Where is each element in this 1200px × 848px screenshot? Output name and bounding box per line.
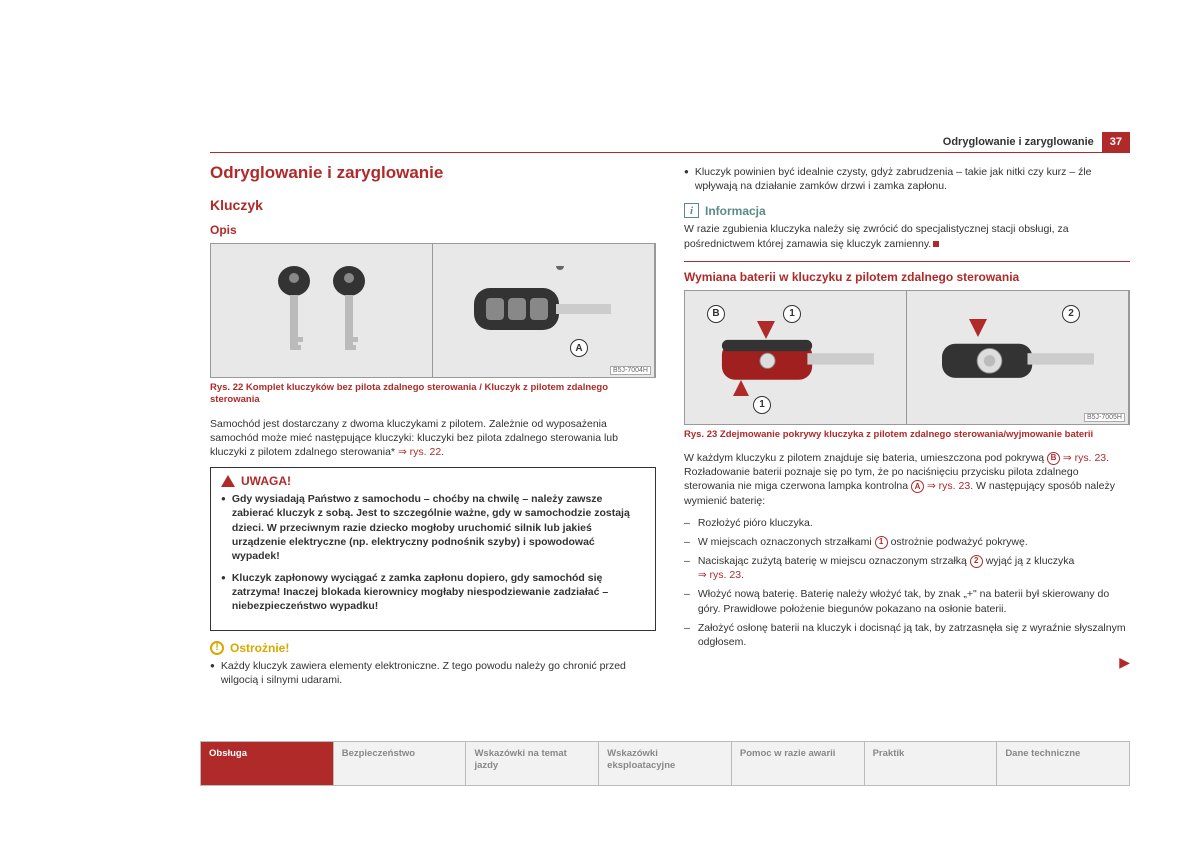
ref-rys22: ⇒ rys. 22 bbox=[398, 446, 441, 458]
ref-rys23: ⇒ rys. 23 bbox=[1063, 452, 1106, 464]
top-bullet: Kluczyk powinien być idealnie czysty, gd… bbox=[684, 165, 1130, 193]
steps-list: –Rozłożyć pióro kluczyka. –W miejscach o… bbox=[684, 516, 1130, 649]
heading-opis: Opis bbox=[210, 223, 656, 237]
figure-22-caption: Rys. 22 Komplet kluczyków bez pilota zda… bbox=[210, 382, 656, 407]
info-text: W razie zgubienia kluczyka należy się zw… bbox=[684, 222, 1130, 250]
heading-battery: Wymiana baterii w kluczyku z pilotem zda… bbox=[684, 270, 1130, 284]
callout-b: B bbox=[707, 305, 725, 323]
caution-icon: ! bbox=[210, 641, 224, 655]
warning-label: UWAGA! bbox=[241, 474, 291, 488]
warning-box: UWAGA! Gdy wysiadają Państwo z samochodu… bbox=[210, 467, 656, 630]
info-icon: i bbox=[684, 203, 699, 218]
callout-1: 1 bbox=[783, 305, 801, 323]
figure-code: B5J-7004H bbox=[610, 366, 651, 375]
figure-22: A B5J-7004H bbox=[210, 243, 656, 378]
key-icon bbox=[267, 263, 322, 358]
battery-paragraph: W każdym kluczyku z pilotem znajduje się… bbox=[684, 451, 1130, 508]
ref-a: A bbox=[911, 480, 924, 493]
nav-tab-praktik[interactable]: Praktik bbox=[865, 742, 998, 785]
step-3: Naciskając zużytą baterię w miejscu ozna… bbox=[698, 554, 1075, 582]
nav-tab-pomoc[interactable]: Pomoc w razie awarii bbox=[732, 742, 865, 785]
page-number: 37 bbox=[1102, 132, 1130, 152]
nav-tab-dane[interactable]: Dane techniczne bbox=[997, 742, 1129, 785]
right-column: Kluczyk powinien być idealnie czysty, gd… bbox=[684, 163, 1130, 691]
intro-paragraph: Samochód jest dostarczany z dwoma kluczy… bbox=[210, 417, 656, 460]
heading-kluczyk: Kluczyk bbox=[210, 197, 656, 213]
warning-text-2: Kluczyk zapłonowy wyciągać z zamka zapło… bbox=[232, 571, 645, 614]
nav-tab-bezpieczenstwo[interactable]: Bezpieczeństwo bbox=[334, 742, 467, 785]
end-marker-icon bbox=[933, 241, 939, 247]
page-title: Odryglowanie i zaryglowanie bbox=[210, 163, 656, 183]
figure-23-caption: Rys. 23 Zdejmowanie pokrywy kluczyka z p… bbox=[684, 429, 1130, 441]
info-label: Informacja bbox=[705, 204, 766, 218]
continue-arrow-icon: ▶ bbox=[684, 654, 1130, 671]
warning-text-1: Gdy wysiadają Państwo z samochodu – choć… bbox=[232, 492, 645, 563]
figure-code: B5J-7005H bbox=[1084, 413, 1125, 422]
caution-text: Każdy kluczyk zawiera elementy elektroni… bbox=[210, 659, 656, 687]
arrow-icon bbox=[969, 319, 987, 337]
left-column: Odryglowanie i zaryglowanie Kluczyk Opis bbox=[210, 163, 656, 691]
arrow-icon bbox=[757, 321, 775, 339]
warning-icon bbox=[221, 475, 235, 487]
ref-rys23b: ⇒ rys. 23 bbox=[927, 480, 970, 492]
step-1: Rozłożyć pióro kluczyka. bbox=[698, 516, 813, 530]
header-section: Odryglowanie i zaryglowanie bbox=[943, 136, 1102, 148]
figure-23: B 1 1 2 B5J-7005H bbox=[684, 290, 1130, 425]
bottom-nav: Obsługa Bezpieczeństwo Wskazówki na tema… bbox=[200, 741, 1130, 786]
callout-2: 2 bbox=[1062, 305, 1080, 323]
callout-1b: 1 bbox=[753, 396, 771, 414]
nav-tab-obsluga[interactable]: Obsługa bbox=[201, 742, 334, 785]
step-5: Założyć osłonę baterii na kluczyk i doci… bbox=[698, 621, 1130, 649]
step-4: Włożyć nową baterię. Baterię należy włoż… bbox=[698, 587, 1130, 615]
remote-key-icon bbox=[464, 266, 624, 356]
key-icon bbox=[322, 263, 377, 358]
caution-label: Ostrożnie! bbox=[230, 641, 289, 655]
step-2: W miejscach oznaczonych strzałkami 1 ost… bbox=[698, 535, 1028, 549]
key-battery-icon bbox=[923, 297, 1113, 417]
nav-tab-wskazowki-jazdy[interactable]: Wskazówki na temat jazdy bbox=[466, 742, 599, 785]
arrow-icon bbox=[733, 380, 749, 396]
ref-b: B bbox=[1047, 452, 1060, 465]
nav-tab-wskazowki-eksploat[interactable]: Wskazówki eksploatacyjne bbox=[599, 742, 732, 785]
callout-a: A bbox=[570, 339, 588, 357]
